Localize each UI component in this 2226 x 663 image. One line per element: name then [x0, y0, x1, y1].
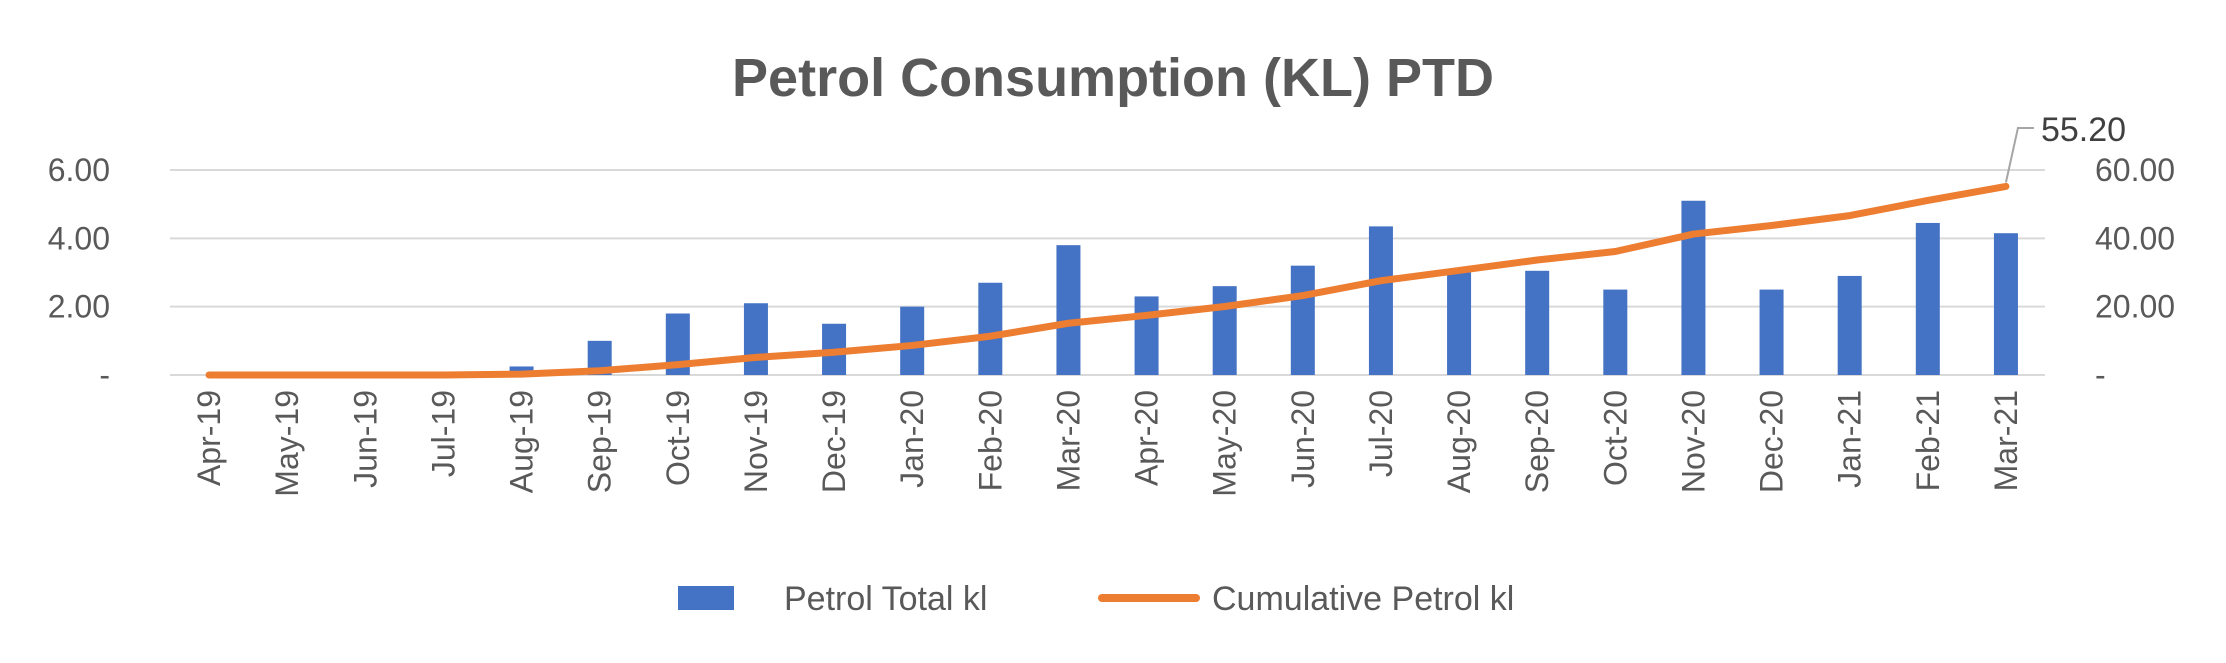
right-y-axis: - 20.00 40.00 60.00	[2095, 152, 2175, 393]
data-label-group: 55.20	[2004, 111, 2126, 183]
left-y-axis: - 2.00 4.00 6.00	[48, 152, 110, 393]
gridlines	[170, 169, 2045, 376]
x-tick-label: Jun-20	[1285, 390, 1321, 488]
x-tick-label: Nov-19	[738, 390, 774, 493]
chart-title: Petrol Consumption (KL) PTD	[732, 48, 1494, 108]
x-tick-label: Mar-21	[1988, 390, 2024, 491]
x-tick-label: Dec-19	[816, 390, 852, 493]
bar-nov-19	[743, 303, 768, 375]
line-point-sep-20	[1536, 259, 1538, 261]
right-y-tick-label: 60.00	[2095, 152, 2175, 188]
x-tick-label: Jul-19	[425, 390, 461, 477]
data-label-leader	[2004, 127, 2034, 183]
bar-apr-20	[1134, 296, 1159, 375]
bar-mar-21	[1993, 233, 2018, 375]
line-point-jun-19	[364, 374, 366, 376]
line-series	[205, 182, 2010, 379]
line-point-aug-19	[521, 373, 523, 375]
bar-nov-20	[1681, 200, 1706, 375]
right-y-tick-label: 20.00	[2095, 289, 2175, 325]
line-point-mar-21	[2005, 185, 2007, 187]
x-tick-label: May-19	[269, 390, 305, 497]
bar-may-20	[1212, 286, 1237, 375]
line-point-dec-20	[1771, 225, 1773, 227]
x-tick-label: Sep-19	[582, 390, 618, 493]
line-point-may-19	[286, 374, 288, 376]
line-point-jun-20	[1302, 295, 1304, 297]
left-y-tick-label: 2.00	[48, 289, 110, 325]
line-point-nov-20	[1692, 233, 1694, 235]
right-y-tick-label: 40.00	[2095, 220, 2175, 256]
left-y-tick-label: -	[99, 357, 110, 393]
x-tick-label: Nov-20	[1675, 390, 1711, 493]
line-point-nov-19	[755, 356, 757, 358]
bar-aug-20	[1447, 272, 1472, 375]
x-tick-label: Oct-19	[660, 390, 696, 486]
legend-label-petrol-total: Petrol Total kl	[784, 580, 987, 618]
left-y-tick-label: 4.00	[48, 220, 110, 256]
x-tick-label: Aug-19	[504, 390, 540, 493]
line-point-sep-19	[599, 370, 601, 372]
cumulative-line	[205, 182, 2010, 379]
bar-mar-20	[1056, 245, 1081, 375]
line-point-feb-20	[989, 335, 991, 337]
bar-sep-20	[1525, 270, 1550, 375]
x-tick-label: Dec-20	[1754, 390, 1790, 493]
line-point-apr-20	[1146, 314, 1148, 316]
line-point-feb-21	[1927, 199, 1929, 201]
bar-jan-21	[1837, 275, 1862, 375]
legend-label-cumulative: Cumulative Petrol kl	[1212, 580, 1514, 618]
x-tick-label: Jul-20	[1363, 390, 1399, 477]
right-y-tick-label: -	[2095, 357, 2106, 393]
line-point-jul-19	[442, 374, 444, 376]
left-y-tick-label: 6.00	[48, 152, 110, 188]
line-point-may-20	[1224, 305, 1226, 307]
bar-series	[509, 200, 2018, 375]
x-tick-label: Feb-20	[972, 390, 1008, 491]
line-point-apr-19	[208, 374, 210, 376]
x-tick-label: May-20	[1207, 390, 1243, 497]
line-point-dec-19	[833, 351, 835, 353]
x-tick-label: Apr-19	[191, 390, 227, 486]
x-tick-label: Feb-21	[1910, 390, 1946, 491]
x-tick-label: Apr-20	[1129, 390, 1165, 486]
line-point-aug-20	[1458, 269, 1460, 271]
bar-jul-20	[1368, 226, 1393, 375]
x-tick-label: Oct-20	[1597, 390, 1633, 486]
bar-feb-21	[1915, 222, 1940, 375]
line-point-jul-20	[1380, 280, 1382, 282]
line-point-oct-19	[677, 364, 679, 366]
x-tick-label: Jun-19	[347, 390, 383, 488]
data-label-55-20: 55.20	[2041, 111, 2126, 149]
x-tick-label: Jan-20	[894, 390, 930, 488]
line-point-jan-21	[1849, 215, 1851, 217]
x-tick-label: Aug-20	[1441, 390, 1477, 493]
bar-dec-20	[1759, 289, 1784, 375]
legend: Petrol Total kl Cumulative Petrol kl	[678, 580, 1514, 618]
line-point-oct-20	[1614, 250, 1616, 252]
x-tick-label: Jan-21	[1832, 390, 1868, 488]
x-tick-label: Sep-20	[1519, 390, 1555, 493]
x-axis: Apr-19 May-19 Jun-19 Jul-19 Aug-19 Sep-19 Oct-…	[191, 390, 2024, 497]
line-point-jan-20	[911, 344, 913, 346]
bar-oct-20	[1603, 289, 1628, 375]
legend-swatch-petrol-total	[678, 586, 734, 610]
x-tick-label: Mar-20	[1050, 390, 1086, 491]
bar-jun-20	[1290, 265, 1315, 375]
bar-jan-20	[900, 306, 925, 375]
bar-feb-20	[978, 282, 1003, 375]
line-point-mar-20	[1067, 322, 1069, 324]
